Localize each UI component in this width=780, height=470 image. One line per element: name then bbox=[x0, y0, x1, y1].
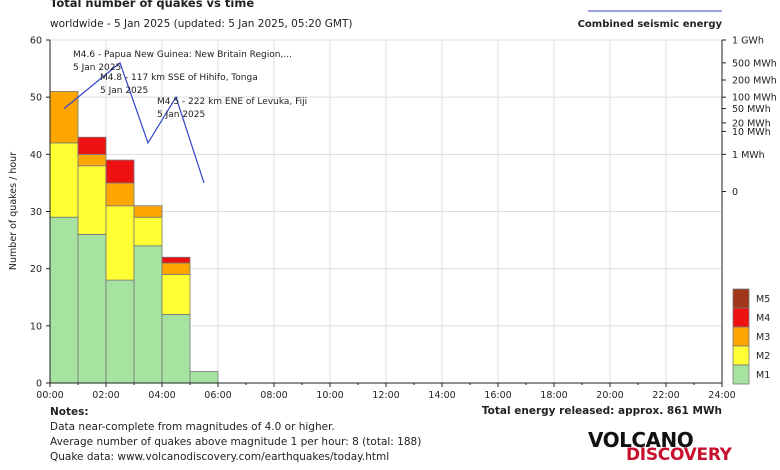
annotation-date: 5 Jan 2025 bbox=[100, 86, 148, 96]
legend-swatch-m4 bbox=[732, 307, 750, 328]
annotation-date: 5 Jan 2025 bbox=[157, 110, 205, 120]
energy-legend-label: Combined seismic energy bbox=[578, 19, 723, 30]
notes-heading: Notes: bbox=[50, 406, 89, 418]
annotation-date: 5 Jan 2025 bbox=[73, 63, 121, 73]
note-completeness: Data near-complete from magnitudes of 4.… bbox=[50, 421, 335, 433]
energy-tick-label: 200 MWh bbox=[732, 76, 777, 87]
bar-m1-segment bbox=[105, 279, 135, 384]
legend-label-m4: M4 bbox=[756, 313, 770, 324]
y-tick-label: 20 bbox=[30, 264, 42, 275]
bar-m3-segment bbox=[49, 91, 79, 144]
x-tick-label: 16:00 bbox=[484, 390, 511, 401]
bar-m2-segment bbox=[49, 142, 79, 218]
bars-layer bbox=[49, 91, 219, 384]
magnitude-legend: M5 M4 M3 M2 M1 bbox=[732, 288, 770, 385]
note-average: Average number of quakes above magnitude… bbox=[50, 436, 422, 448]
bar-m1-segment bbox=[49, 216, 79, 384]
bar-m1-segment bbox=[133, 245, 163, 384]
note-source[interactable]: Quake data: www.volcanodiscovery.com/ear… bbox=[50, 451, 390, 463]
volcanodiscovery-logo: VOLCANO DISCOVERY bbox=[578, 428, 738, 468]
energy-layer bbox=[63, 61, 205, 184]
y-tick-label: 30 bbox=[30, 207, 42, 218]
y-tick-label: 0 bbox=[36, 379, 42, 390]
energy-tick-label: 1 GWh bbox=[732, 36, 764, 47]
energy-tick-label: 50 MWh bbox=[732, 104, 771, 115]
energy-tick-label: 100 MWh bbox=[732, 93, 777, 104]
bar-m1-segment bbox=[189, 371, 219, 384]
energy-tick-label: 20 MWh bbox=[732, 118, 771, 129]
x-tick-label: 06:00 bbox=[204, 390, 231, 401]
legend-swatch-m2 bbox=[732, 345, 750, 366]
y-tick-label: 60 bbox=[30, 36, 42, 47]
bar-m4-segment bbox=[77, 136, 107, 155]
x-tick-label: 22:00 bbox=[652, 390, 679, 401]
x-tick-label: 10:00 bbox=[316, 390, 343, 401]
y-tick-label: 50 bbox=[30, 93, 42, 104]
energy-tick-label: 10 MWh bbox=[732, 127, 771, 138]
axes bbox=[46, 39, 726, 387]
energy-tick-label: 500 MWh bbox=[732, 58, 777, 69]
bar-m2-segment bbox=[133, 216, 163, 247]
notes: Notes: Data near-complete from magnitude… bbox=[50, 405, 421, 465]
bar-m2-segment bbox=[105, 205, 135, 281]
bar-m3-segment bbox=[105, 182, 135, 207]
annotation-text: M4.5 - 222 km ENE of Levuka, Fiji bbox=[157, 97, 307, 107]
total-energy: Total energy released: approx. 861 MWh bbox=[481, 405, 722, 417]
grid bbox=[50, 39, 722, 383]
legend-label-m1: M1 bbox=[756, 370, 770, 381]
annotation-text: M4.8 - 117 km SSE of Hihifo, Tonga bbox=[100, 73, 258, 83]
x-tick-label: 00:00 bbox=[36, 390, 63, 401]
bar-m2-segment bbox=[77, 165, 107, 235]
energy-series-line bbox=[63, 61, 205, 184]
x-tick-label: 12:00 bbox=[372, 390, 399, 401]
legend-swatch-m5 bbox=[732, 288, 750, 309]
x-tick-label: 24:00 bbox=[708, 390, 735, 401]
bar-m1-segment bbox=[161, 313, 191, 384]
energy-tick-label: 1 MWh bbox=[732, 150, 765, 161]
x-tick-label: 04:00 bbox=[148, 390, 175, 401]
bar-m3-segment bbox=[77, 153, 107, 167]
annotations: M4.6 - Papua New Guinea: New Britain Reg… bbox=[73, 50, 307, 120]
x-tick-label: 02:00 bbox=[92, 390, 119, 401]
legend-swatch-m3 bbox=[732, 326, 750, 347]
bar-m3-segment bbox=[133, 205, 163, 218]
y-tick-label: 10 bbox=[30, 321, 42, 332]
y-axis-label: Number of quakes / hour bbox=[8, 152, 19, 270]
legend-label-m3: M3 bbox=[756, 332, 770, 343]
legend-swatch-m1 bbox=[732, 364, 750, 385]
chart-subtitle: worldwide - 5 Jan 2025 (updated: 5 Jan 2… bbox=[50, 18, 352, 30]
tick-labels: 0 10 20 30 40 50 60 00:00 02:00 04:00 06:00 08:00 10… bbox=[30, 36, 777, 402]
legend-label-m5: M5 bbox=[756, 294, 770, 305]
x-tick-label: 20:00 bbox=[596, 390, 623, 401]
logo-line1: VOLCANO bbox=[588, 428, 694, 452]
x-tick-label: 08:00 bbox=[260, 390, 287, 401]
energy-tick-label: 0 bbox=[732, 187, 738, 198]
logo-line2: DISCOVERY bbox=[626, 445, 732, 465]
y-tick-label: 40 bbox=[30, 150, 42, 161]
annotation-text: M4.6 - Papua New Guinea: New Britain Reg… bbox=[73, 50, 292, 60]
bar-m1-segment bbox=[77, 233, 107, 384]
legend-label-m2: M2 bbox=[756, 351, 770, 362]
x-tick-label: 14:00 bbox=[428, 390, 455, 401]
bar-m3-segment bbox=[161, 262, 191, 275]
bar-m4-segment bbox=[105, 159, 135, 184]
x-tick-label: 18:00 bbox=[540, 390, 567, 401]
bar-m2-segment bbox=[161, 273, 191, 315]
chart-title: Total number of quakes vs time bbox=[50, 0, 254, 10]
bar-m4-segment bbox=[161, 256, 191, 264]
